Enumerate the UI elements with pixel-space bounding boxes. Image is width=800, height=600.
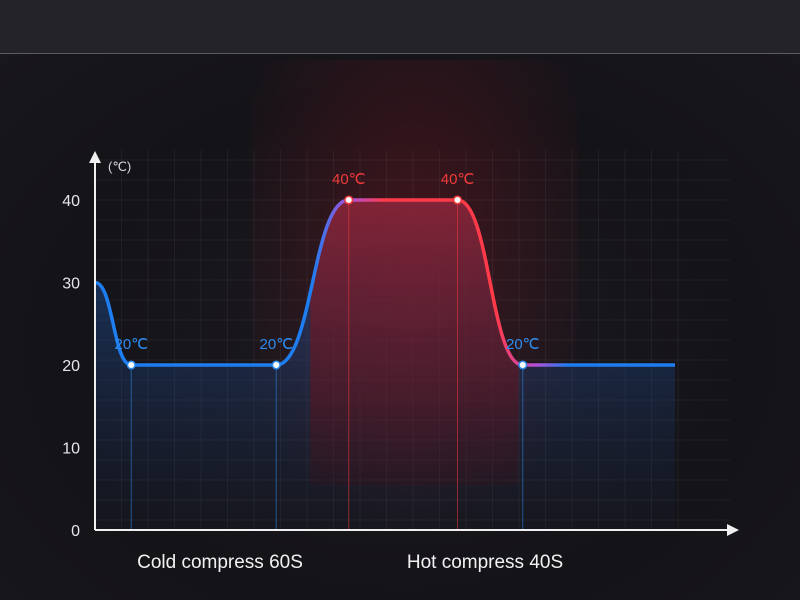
hot-phase-label: Hot compress 40S	[407, 552, 563, 573]
axes	[89, 151, 739, 536]
point-labels: 20℃ 20℃ 40℃ 40℃ 20℃	[114, 171, 539, 353]
data-label: 40℃	[441, 171, 475, 188]
data-label: 20℃	[506, 336, 540, 353]
y-axis-arrow-icon	[89, 151, 101, 163]
data-label: 20℃	[114, 336, 148, 353]
temperature-curve	[94, 198, 675, 367]
top-band	[0, 0, 800, 54]
y-tick-label: 20	[62, 358, 80, 375]
x-axis-arrow-icon	[727, 524, 739, 536]
y-tick-label: 40	[62, 193, 80, 210]
data-label: 40℃	[332, 171, 366, 188]
cold-phase-label: Cold compress 60S	[137, 552, 303, 573]
data-point	[518, 360, 528, 370]
y-tick-label: 10	[62, 441, 80, 458]
y-tick-labels: 0 10 20 30 40	[62, 193, 80, 540]
y-tick-label: 30	[62, 276, 80, 293]
data-point	[271, 360, 281, 370]
data-point	[344, 195, 354, 205]
y-tick-label: 0	[71, 523, 80, 540]
hot-area	[310, 200, 519, 485]
data-label: 20℃	[259, 336, 293, 353]
drop-lines	[130, 200, 524, 530]
data-point	[126, 360, 136, 370]
data-points	[126, 195, 528, 370]
top-divider	[0, 53, 800, 54]
data-point	[452, 195, 463, 205]
unit-label: (℃)	[108, 159, 131, 174]
